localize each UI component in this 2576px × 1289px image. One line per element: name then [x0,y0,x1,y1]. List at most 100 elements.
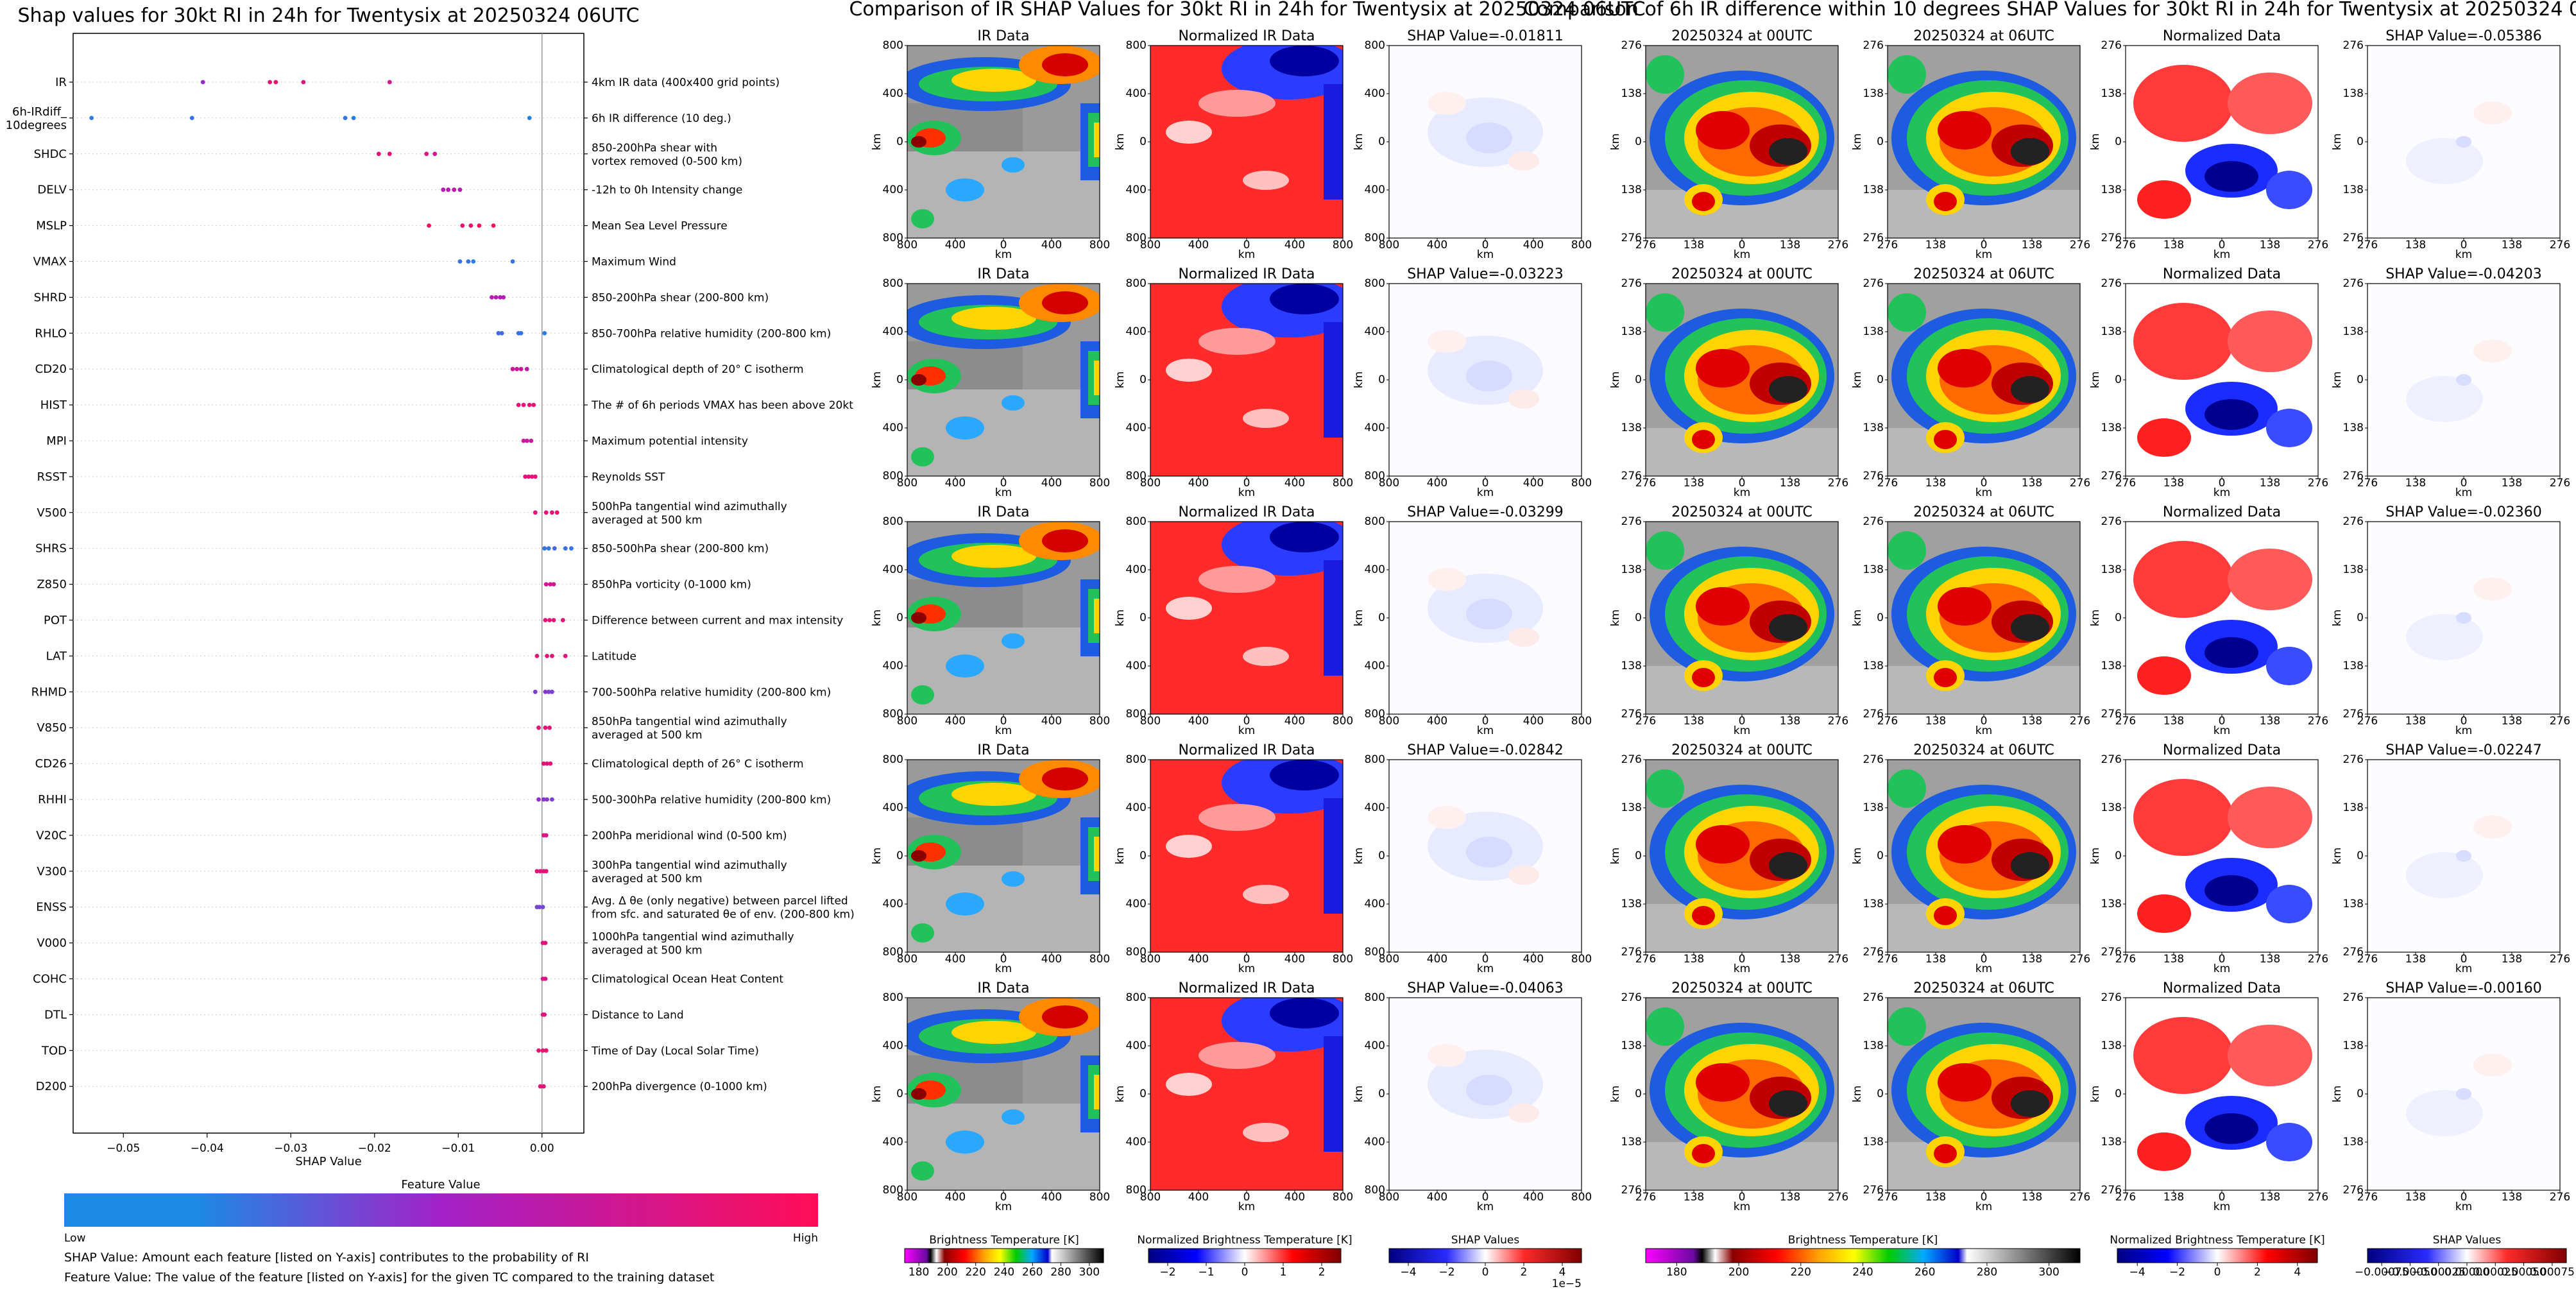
y-tick-label: 400 [1365,1039,1385,1052]
x-tick-label: 138 [2022,477,2042,490]
x-tick-label: 138 [2502,239,2522,252]
y-axis-label: km [2331,133,2344,150]
x-tick-label: 276 [2550,477,2570,490]
x-axis-label: km [995,962,1012,975]
y-tick-label: 800 [883,1184,903,1197]
y-axis-label: km [1851,133,1864,150]
colorbar-tick-label: 300 [2038,1266,2059,1279]
colorbar-label: Brightness Temperature [K] [1788,1234,1938,1247]
feature-name-line: SHRS [35,542,67,556]
normalized-diff-image: Normalized Data2762761381380013813827627… [2089,28,2328,261]
y-tick-label: 138 [1621,87,1642,100]
x-tick-label: 0 [1000,477,1007,490]
colorbar-tick-label: 200 [1728,1266,1749,1279]
y-tick-label: 800 [1365,753,1385,766]
y-tick-label: 800 [1365,470,1385,482]
feature-description-line: Climatological depth of 26° C isotherm [592,758,804,771]
y-tick-label: 276 [2101,1184,2122,1197]
x-tick-label: 800 [897,239,917,252]
x-tick-label: 276 [2550,715,2570,728]
colorbar-tick-label: 2 [2254,1266,2261,1279]
y-tick-label: 800 [1126,470,1147,482]
x-tick-label: 276 [2357,715,2378,728]
y-tick-label: 400 [883,1136,903,1148]
image-map [1388,997,1582,1191]
image-map [2125,759,2319,953]
y-tick-label: 800 [1365,39,1385,52]
y-tick-label: 0 [2357,1088,2364,1100]
x-tick-label: 138 [1684,953,1704,966]
y-tick-label: 138 [2101,1039,2122,1052]
x-tick-label: 800 [1089,953,1110,966]
image-map [2367,759,2561,953]
shap-point [524,438,529,443]
x-tick-label: 276 [2115,953,2136,966]
x-axis-label: km [1477,724,1494,737]
feature-name: POT [44,614,67,627]
y-axis-label: km [1851,371,1864,388]
feature-description: 300hPa tangential wind azimuthally averag… [592,859,787,885]
y-tick-label: 400 [1126,898,1147,910]
colorbar-gradient [2117,1248,2318,1263]
y-axis-label: km [1609,610,1622,626]
x-axis-label: km [1975,248,1992,261]
shap-point [554,510,559,515]
shap-point [452,187,457,192]
image-title: SHAP Value=-0.05386 [2385,28,2542,44]
x-tick-label: 276 [2550,1191,2570,1204]
x-tick-label: 400 [1041,953,1062,966]
shap-point [533,510,538,515]
x-axis-label: km [1734,248,1750,261]
x-tick-label: 800 [1571,953,1592,966]
y-tick-label: 276 [2101,515,2122,528]
x-tick-label: 0 [1981,953,1988,966]
x-tick-label: 138 [1684,239,1704,252]
y-tick-label: 138 [1863,1039,1884,1052]
ir-00utc-image: 20250324 at 00UTC27627613813800138138276… [1609,504,1848,737]
x-tick-label: 800 [1140,239,1161,252]
shap-point [541,1084,546,1089]
x-tick-label: 800 [1571,239,1592,252]
feature-name: DELV [37,184,67,197]
y-axis-label: km [1352,610,1365,626]
shap-point [537,905,542,910]
feature-name: IR [55,76,67,89]
shap-point [551,618,556,622]
feature-name-line: V850 [37,721,67,735]
shap-point [536,1048,541,1053]
y-axis-label: km [1352,371,1365,388]
image-title: SHAP Value=-0.04203 [2385,266,2542,282]
shap-point [545,797,549,802]
x-tick-label: 0 [2461,1191,2468,1204]
y-tick-label: 0 [1877,849,1884,862]
image-map [1388,759,1582,953]
x-tick-label: 138 [2163,239,2184,252]
image-map [1388,283,1582,477]
normalized-diff-image: Normalized Data2762761381380013813827627… [2089,980,2328,1213]
x-axis-label: km [2455,248,2472,261]
ir-06utc-image: 20250324 at 06UTC27627613813800138138276… [1851,504,2090,737]
shap-point [493,295,499,300]
y-tick-label: 0 [896,1088,903,1100]
x-tick-label: 400 [945,715,966,728]
x-tick-label: 400 [1188,1191,1209,1204]
shap-point [521,438,526,443]
x-tick-label: 276 [2115,715,2136,728]
feature-description: 850-500hPa shear (200-800 km) [592,543,769,556]
y-tick-label: 0 [1139,373,1147,386]
image-map [1150,759,1343,953]
feature-description: Avg. Δ θe (only negative) between parcel… [592,895,855,921]
x-tick-label: 138 [2022,715,2042,728]
y-tick-label: 400 [883,660,903,672]
feature-name-line: CD26 [35,757,67,771]
image-title: 20250324 at 00UTC [1671,980,1813,996]
y-axis-label: km [1114,133,1127,150]
colorbar-label: Brightness Temperature [K] [929,1234,1079,1247]
feature-name: SHDC [34,148,67,161]
colorbar-tick-label: 280 [1977,1266,1997,1279]
x-tick-label: 138 [1780,953,1800,966]
y-tick-label: 0 [1139,849,1147,862]
ir-00utc-image: 20250324 at 00UTC27627613813800138138276… [1609,742,1848,975]
y-tick-label: 0 [1378,1088,1385,1100]
